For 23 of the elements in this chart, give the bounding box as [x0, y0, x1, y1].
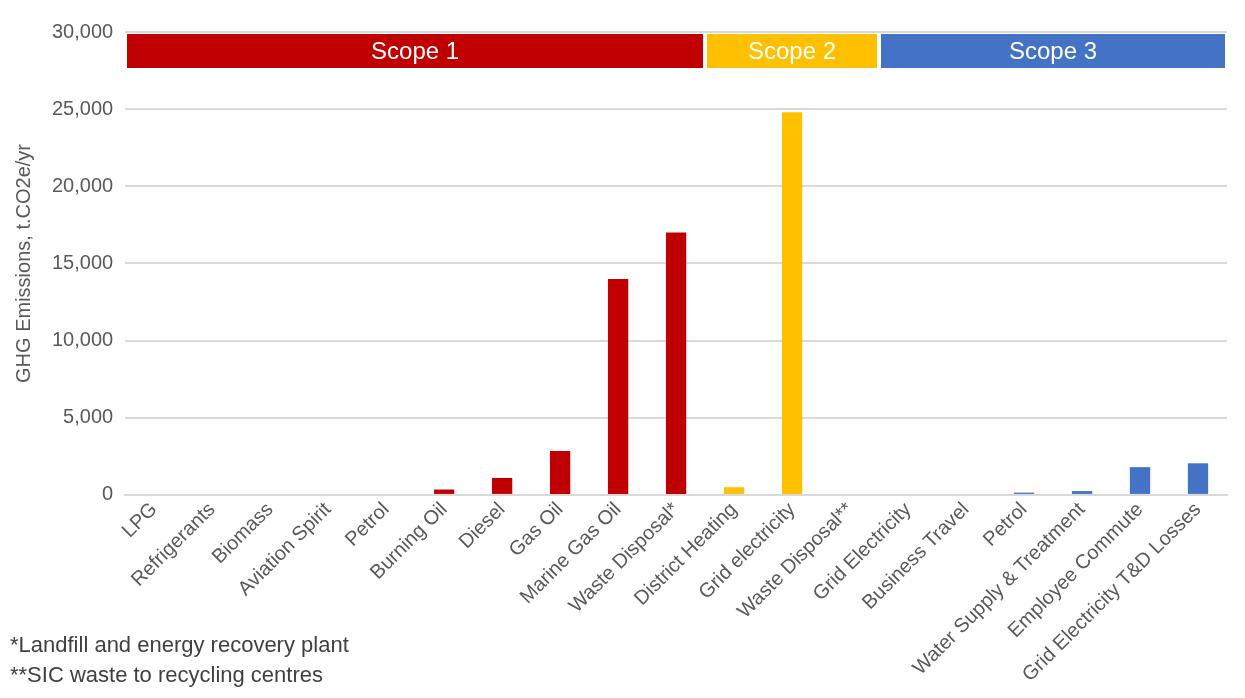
bar	[1129, 467, 1151, 494]
text: *Landfill and energy recovery plant	[10, 631, 349, 659]
y-tick-label: 5,000	[63, 405, 114, 428]
y-tick-label: 10,000	[52, 328, 114, 351]
bar	[433, 489, 455, 494]
y-tick-label: 25,000	[52, 96, 114, 119]
header-box: Scope 3	[881, 34, 1225, 68]
y-axis-title: GHG Emissions, t.CO2e/yr	[11, 143, 34, 383]
header-box: Scope 1	[127, 34, 704, 68]
bar	[781, 112, 803, 494]
bar	[491, 477, 513, 494]
header-box: Scope 2	[707, 34, 878, 68]
bar	[607, 278, 629, 494]
bar	[723, 487, 745, 494]
y-tick-label: 15,000	[52, 250, 114, 273]
y-tick-label: 0	[102, 482, 114, 505]
bar	[665, 232, 687, 494]
y-tick-label: 20,000	[52, 173, 114, 196]
bar	[1187, 463, 1209, 494]
bar	[549, 450, 571, 494]
y-tick-label: 30,000	[52, 19, 114, 42]
bar	[1071, 491, 1093, 494]
text: **SIC waste to recycling centres	[10, 661, 325, 689]
